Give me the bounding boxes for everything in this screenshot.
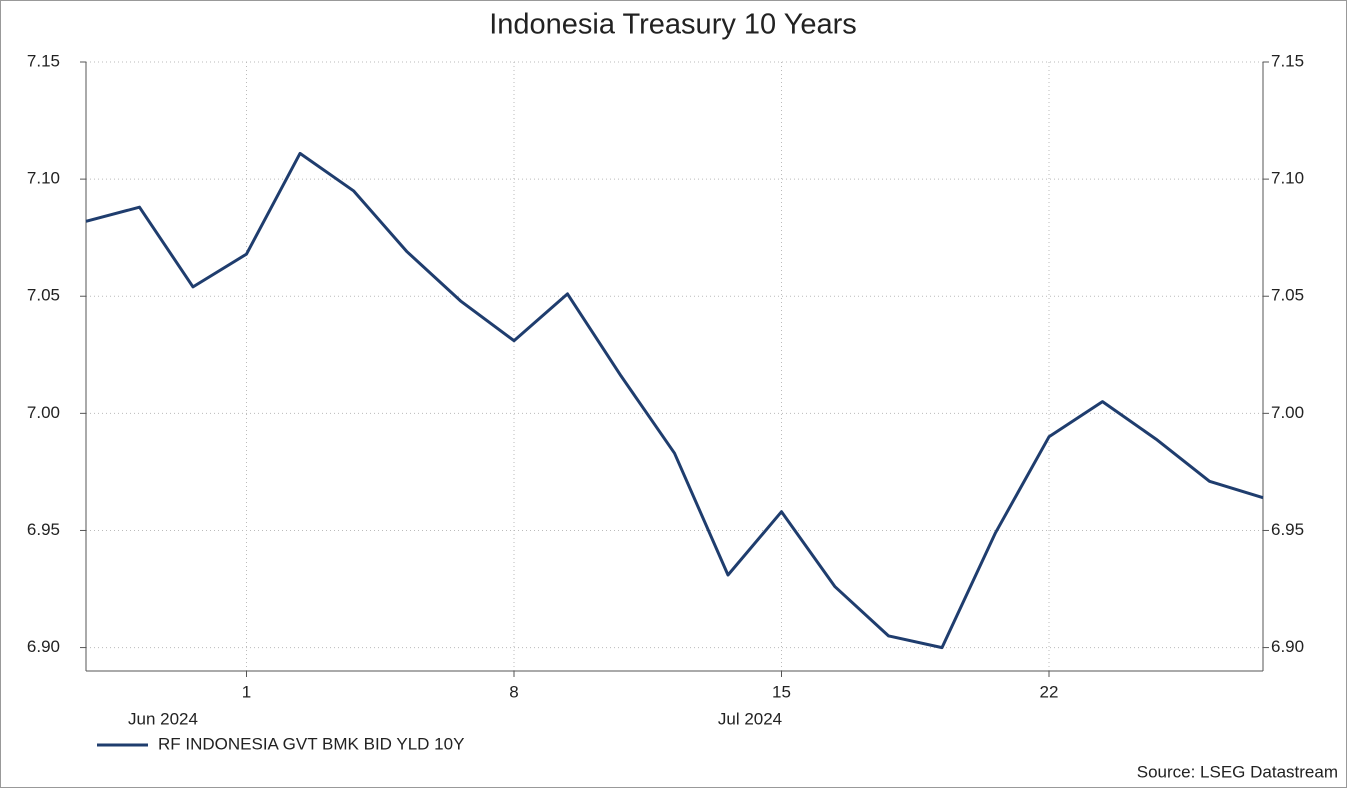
x-tick-label: 1 xyxy=(242,682,251,701)
x-tick-label: 15 xyxy=(772,682,791,701)
chart-title: Indonesia Treasury 10 Years xyxy=(489,9,857,41)
y-tick-label: 6.95 xyxy=(27,520,60,539)
y-tick-label: 7.05 xyxy=(27,286,60,305)
month-label: Jun 2024 xyxy=(128,709,198,728)
x-tick-label: 22 xyxy=(1040,682,1059,701)
y-tick-label: 6.90 xyxy=(27,637,60,656)
series-line xyxy=(85,151,1264,650)
y-tick-label: 7.10 xyxy=(27,169,60,188)
x-tick-label: 8 xyxy=(509,682,518,701)
y2-tick-label: 7.15 xyxy=(1271,51,1304,70)
y-tick-label: 7.15 xyxy=(27,51,60,70)
y2-tick-label: 7.05 xyxy=(1271,286,1304,305)
source: Source: LSEG Datastream xyxy=(1137,762,1338,781)
y-tick-label: 7.00 xyxy=(27,403,60,422)
y2-tick-label: 6.90 xyxy=(1271,637,1304,656)
y2-tick-label: 6.95 xyxy=(1271,520,1304,539)
legend-label: RF INDONESIA GVT BMK BID YLD 10Y xyxy=(158,734,464,753)
y2-tick-label: 7.00 xyxy=(1271,403,1304,422)
y2-tick-label: 7.10 xyxy=(1271,169,1304,188)
month-label: Jul 2024 xyxy=(718,709,782,728)
